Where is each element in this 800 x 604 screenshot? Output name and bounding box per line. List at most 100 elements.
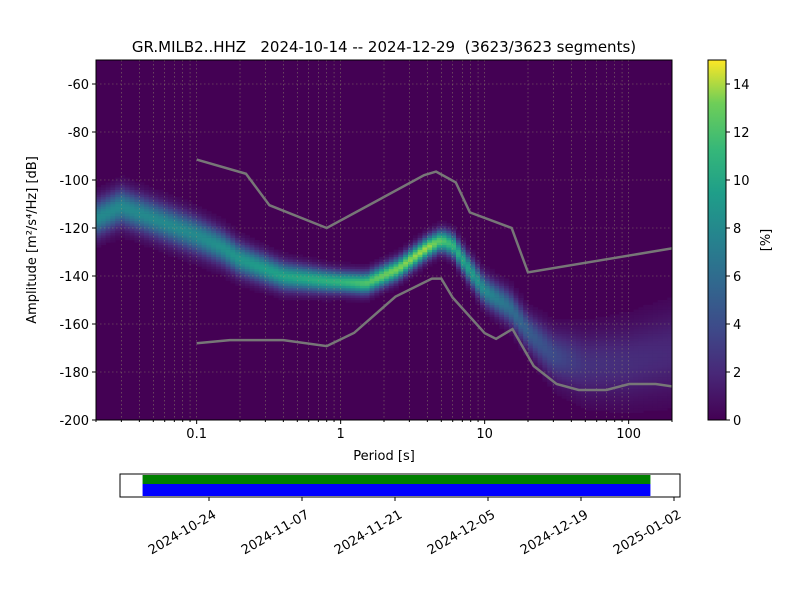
heatmap-cell bbox=[576, 333, 582, 337]
heatmap-cell bbox=[187, 244, 193, 248]
heatmap-cell bbox=[489, 278, 495, 282]
heatmap-cell bbox=[225, 254, 231, 258]
heatmap-cell bbox=[182, 256, 188, 260]
heatmap-cell bbox=[172, 211, 179, 214]
heatmap-cell bbox=[158, 218, 164, 222]
heatmap-cell bbox=[451, 228, 457, 231]
heatmap-cell bbox=[268, 271, 275, 274]
heatmap-cell bbox=[609, 360, 615, 363]
heatmap-cell bbox=[590, 408, 596, 411]
heatmap-cell bbox=[628, 333, 635, 337]
heatmap-cell bbox=[312, 268, 318, 272]
heatmap-cell bbox=[172, 204, 179, 207]
heatmap-cell bbox=[182, 213, 188, 217]
heatmap-cell bbox=[196, 254, 203, 258]
heatmap-cell bbox=[576, 357, 582, 361]
date-ticks: 2024-10-24 2024-11-07 2024-11-21 2024-12-05… bbox=[146, 497, 684, 558]
heatmap-cell bbox=[456, 244, 462, 248]
heatmap-cell bbox=[129, 189, 135, 193]
heatmap-cell bbox=[638, 326, 644, 330]
heatmap-cell bbox=[216, 266, 222, 270]
heatmap-cell bbox=[153, 230, 159, 234]
heatmap-cell bbox=[158, 232, 164, 236]
heatmap-cell bbox=[667, 348, 672, 351]
heatmap-cell bbox=[393, 278, 399, 282]
heatmap-cell bbox=[340, 290, 347, 294]
heatmap-cell bbox=[196, 264, 203, 267]
heatmap-cell bbox=[638, 367, 644, 370]
heatmap-cell bbox=[172, 237, 179, 241]
heatmap-cell bbox=[105, 206, 111, 210]
heatmap-cell bbox=[96, 211, 102, 214]
heatmap-cell bbox=[600, 400, 606, 404]
heatmap-cell bbox=[336, 297, 342, 301]
heatmap-cell bbox=[148, 237, 155, 241]
heatmap-cell bbox=[537, 326, 543, 330]
heatmap-cell bbox=[566, 364, 572, 368]
heatmap-cell bbox=[168, 201, 174, 205]
heatmap-cell bbox=[254, 290, 260, 294]
heatmap-cell bbox=[667, 369, 672, 373]
heatmap-cell bbox=[590, 384, 596, 387]
heatmap-cell bbox=[480, 271, 486, 274]
heatmap-cell bbox=[465, 264, 471, 267]
heatmap-cell bbox=[211, 266, 217, 270]
heatmap-cell bbox=[355, 271, 361, 274]
heatmap-cell bbox=[292, 288, 299, 291]
heatmap-cell bbox=[321, 297, 327, 301]
heatmap-cell bbox=[216, 247, 222, 250]
heatmap-cell bbox=[470, 276, 476, 279]
heatmap-cell bbox=[292, 266, 299, 270]
coverage-used bbox=[142, 475, 651, 484]
heatmap-cell bbox=[268, 292, 275, 296]
heatmap-cell bbox=[624, 355, 630, 358]
heatmap-cell bbox=[345, 266, 351, 270]
heatmap-cell bbox=[633, 331, 639, 334]
heatmap-cell bbox=[441, 223, 447, 226]
heatmap-cell bbox=[403, 273, 409, 277]
heatmap-cell bbox=[648, 307, 654, 310]
heatmap-cell bbox=[604, 350, 611, 354]
heatmap-cell bbox=[240, 240, 246, 243]
heatmap-cell bbox=[168, 252, 174, 255]
heatmap-cell bbox=[600, 348, 606, 351]
heatmap-cell bbox=[504, 304, 510, 308]
heatmap-cell bbox=[648, 321, 654, 325]
heatmap-cell bbox=[513, 290, 519, 294]
heatmap-cell bbox=[547, 336, 553, 339]
heatmap-cell bbox=[532, 350, 539, 354]
heatmap-cell bbox=[388, 288, 395, 291]
heatmap-cell bbox=[547, 384, 553, 387]
heatmap-cell bbox=[96, 194, 102, 198]
heatmap-cell bbox=[235, 264, 241, 267]
heatmap-cell bbox=[446, 254, 452, 258]
heatmap-cell bbox=[470, 292, 476, 296]
heatmap-cell bbox=[144, 228, 150, 231]
heatmap-cell bbox=[643, 391, 649, 394]
heatmap-cell bbox=[657, 405, 663, 409]
heatmap-cell bbox=[144, 189, 150, 193]
heatmap-cell bbox=[273, 268, 279, 272]
heatmap-cell bbox=[576, 345, 582, 349]
heatmap-cell bbox=[648, 338, 654, 342]
heatmap-cell bbox=[259, 259, 265, 262]
heatmap-cell bbox=[292, 297, 299, 301]
heatmap-cell bbox=[364, 276, 371, 279]
y-tick-label: -140 bbox=[59, 270, 89, 285]
heatmap-cell bbox=[580, 372, 587, 375]
heatmap-cell bbox=[192, 244, 198, 248]
heatmap-cell bbox=[552, 386, 558, 390]
heatmap-cell bbox=[556, 333, 563, 337]
heatmap-cell bbox=[153, 235, 159, 238]
heatmap-cell bbox=[532, 324, 539, 327]
heatmap-cell bbox=[340, 266, 347, 270]
heatmap-cell bbox=[139, 220, 145, 224]
heatmap-cell bbox=[244, 266, 251, 270]
heatmap-cell bbox=[662, 388, 668, 392]
heatmap-cell bbox=[288, 288, 294, 291]
heatmap-cell bbox=[422, 264, 428, 267]
heatmap-cell bbox=[537, 372, 543, 375]
x-tick-label: 100 bbox=[616, 427, 641, 442]
heatmap-cell bbox=[384, 283, 390, 286]
heatmap-cell bbox=[604, 386, 611, 390]
